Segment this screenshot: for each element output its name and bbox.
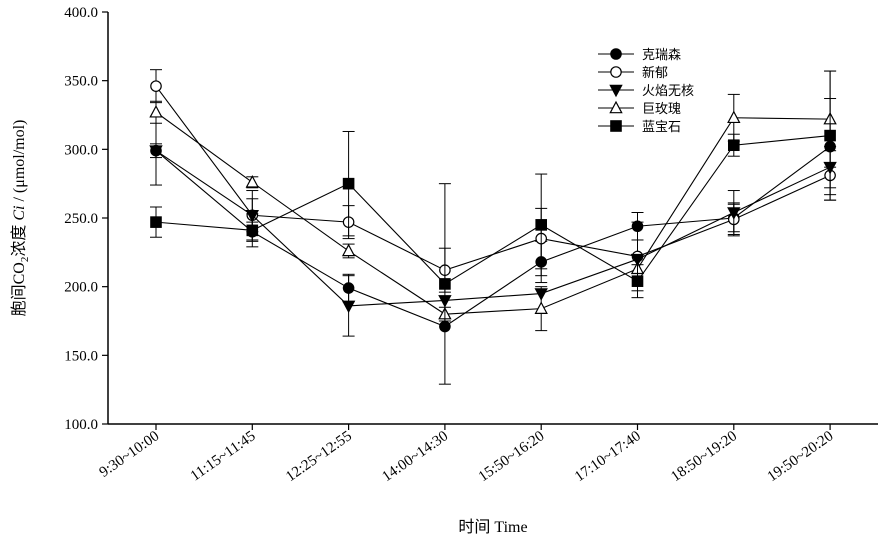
x-tick-label: 15:50~16:20 <box>476 428 548 485</box>
y-tick-label: 300.0 <box>64 142 98 158</box>
x-ticks: 9:30~10:00 11:15~11:45 12:25~12:55 14:00~14… <box>97 424 837 485</box>
x-tick-label: 17:10~17:40 <box>572 428 644 485</box>
data-point <box>341 300 356 314</box>
data-point <box>150 216 162 228</box>
y-tick-label: 250.0 <box>64 211 98 227</box>
series-3 <box>149 143 837 337</box>
x-tick-label: 14:00~14:30 <box>379 428 451 485</box>
y-tick-label: 350.0 <box>64 74 98 90</box>
x-tick-label: 11:15~11:45 <box>188 428 259 484</box>
data-point <box>630 253 645 267</box>
data-point <box>342 177 355 190</box>
series-layer <box>149 69 837 385</box>
x-tick-label: 19:50~20:20 <box>765 428 837 485</box>
legend-label: 克瑞森 <box>642 48 681 63</box>
y-tick-label: 200.0 <box>64 280 98 296</box>
data-point <box>727 207 741 220</box>
data-point <box>150 80 162 92</box>
legend-marker <box>610 48 622 60</box>
data-point <box>631 275 644 287</box>
series-line <box>155 146 831 328</box>
data-point <box>246 224 259 237</box>
series-5 <box>150 70 837 385</box>
data-point <box>727 139 740 152</box>
series-line <box>155 111 831 315</box>
plot-area: 100.0 150.0 200.0 250.0 300.0 350.0 400.0 9:30… <box>64 5 878 485</box>
data-point <box>439 278 451 290</box>
y-ticks: 100.0 150.0 200.0 250.0 300.0 350.0 400.0 <box>64 5 108 433</box>
y-axis-title: 胞间CO2浓度 Ci / (μmol/mol) <box>10 120 31 317</box>
legend-label: 蓝宝石 <box>642 120 681 135</box>
data-point <box>341 243 356 257</box>
legend-label: 火焰无核 <box>642 84 694 99</box>
y-tick-label: 150.0 <box>64 348 98 364</box>
data-point <box>534 301 548 314</box>
x-tick-label: 18:50~19:20 <box>668 428 740 485</box>
data-point <box>535 219 547 231</box>
series-line <box>155 135 831 285</box>
legend-label: 新郁 <box>642 65 668 81</box>
series-4 <box>149 70 837 332</box>
series-line <box>155 85 831 271</box>
legend-marker <box>609 100 623 114</box>
data-point <box>245 175 259 188</box>
y-axis-title-part: / (μmol/mol) <box>11 120 28 206</box>
y-axis-title-part: 胞间CO <box>10 262 28 316</box>
y-tick-label: 100.0 <box>64 417 98 433</box>
data-point <box>149 145 163 158</box>
data-point <box>149 104 163 118</box>
x-axis-title: 时间 Time <box>458 518 527 536</box>
y-axis-title-part: Ci <box>11 206 28 221</box>
x-tick-label: 12:25~12:55 <box>283 428 355 485</box>
legend-label: 巨玫瑰 <box>642 101 681 117</box>
x-tick-label: 9:30~10:00 <box>97 428 163 481</box>
legend-marker <box>610 66 622 78</box>
data-point <box>727 110 741 124</box>
series-line <box>155 150 831 307</box>
legend-marker <box>609 84 623 98</box>
y-tick-label: 400.0 <box>64 5 98 21</box>
y-axis-title-part: 浓度 <box>10 221 28 257</box>
data-point <box>824 129 836 142</box>
y-axis-title-part: 2 <box>19 257 31 263</box>
legend-marker <box>610 120 622 132</box>
